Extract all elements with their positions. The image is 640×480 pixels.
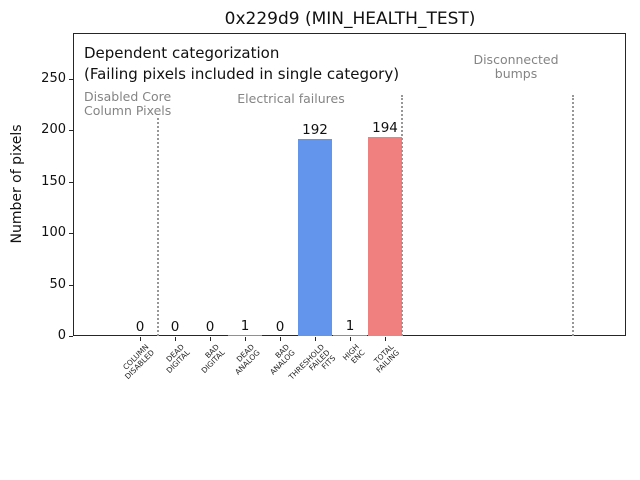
x-tick-label: TOTAL FAILING (372, 342, 402, 375)
x-tick-label: HIGH ENC (340, 342, 367, 366)
bar-value-label: 1 (345, 318, 355, 334)
annotation-failing-pixels-note: (Failing pixels included in single categ… (84, 65, 400, 83)
bar-value-label: 192 (302, 122, 328, 138)
group-separator-line (157, 118, 159, 336)
y-tick-label: 100 (41, 225, 66, 241)
y-tick-mark (69, 284, 73, 286)
bar (298, 139, 332, 336)
x-tick-mark (350, 337, 351, 341)
bar-value-label: 194 (372, 120, 398, 136)
x-tick-mark (385, 337, 386, 341)
y-tick-mark (69, 79, 73, 80)
x-tick-mark (210, 337, 211, 341)
x-tick-label: DEAD ANALOG (232, 342, 262, 377)
x-tick-mark (315, 337, 316, 341)
chart-title: 0x229d9 (MIN_HEALTH_TEST) (224, 9, 476, 29)
y-axis-label: Number of pixels (9, 124, 25, 244)
x-tick-label: COLUMN DISABLED (121, 342, 157, 382)
y-tick-mark (69, 181, 73, 183)
group-separator-line (401, 95, 403, 336)
annotation-group-electrical-failures: Electrical failures (237, 91, 345, 106)
y-tick-label: 0 (57, 328, 66, 343)
x-tick-mark (175, 337, 176, 341)
bar-value-label: 0 (275, 319, 285, 335)
bar (228, 335, 262, 336)
bar-value-label: 0 (205, 319, 215, 335)
y-tick-label: 250 (41, 71, 66, 86)
x-tick-mark (140, 337, 141, 341)
bar (333, 335, 367, 336)
annotation-dependent-categorization: Dependent categorization (84, 44, 280, 62)
bar-value-label: 0 (170, 319, 180, 335)
group-separator-line (572, 95, 574, 336)
y-tick-mark (69, 336, 73, 337)
bar-value-label: 1 (240, 318, 250, 334)
annotation-group-disabled-core-column-pixels: Disabled Core Column Pixels (84, 89, 172, 118)
x-tick-mark (280, 337, 281, 341)
x-tick-mark (245, 337, 246, 341)
x-tick-label: DEAD DIGITAL (164, 342, 192, 376)
y-tick-label: 150 (41, 173, 66, 189)
y-tick-mark (69, 233, 73, 235)
annotation-group-disconnected-bumps: Disconnected bumps (473, 52, 559, 81)
y-tick-label: 50 (49, 276, 66, 292)
bar-value-label: 0 (135, 319, 145, 335)
y-tick-label: 200 (41, 122, 66, 138)
plot-area (73, 33, 626, 336)
bar (368, 137, 402, 336)
y-tick-mark (69, 130, 73, 132)
x-tick-label: BAD DIGITAL (199, 342, 227, 376)
